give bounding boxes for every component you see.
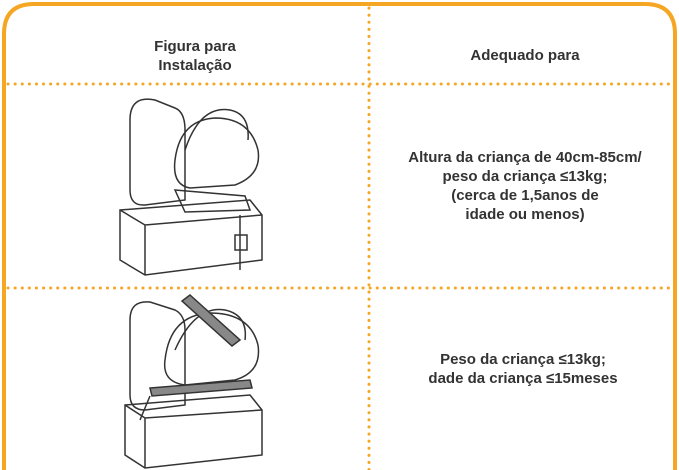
cell-text: Altura da criança de 40cm-85cm/ <box>408 149 642 166</box>
cell-text: (cerca de 1,5anos de <box>451 187 599 204</box>
cell-text: Peso da criança ≤13kg; <box>440 351 606 368</box>
header-text: Adequado para <box>470 47 580 64</box>
header-text: Instalação <box>158 57 232 74</box>
cell-text: idade ou menos) <box>465 206 585 223</box>
body-cell: Peso da criança ≤13kg; dade da criança ≤… <box>375 350 671 388</box>
illustration-belt-install <box>124 294 263 469</box>
header-text: Figura para <box>154 38 236 55</box>
header-cell: Figura para Instalação <box>110 37 280 75</box>
cell-text: dade da criança ≤15meses <box>428 370 618 387</box>
cell-text: peso da criança ≤13kg; <box>442 168 608 185</box>
header-cell: Adequado para <box>420 46 630 65</box>
body-cell: Altura da criança de 40cm-85cm/ peso da … <box>375 148 675 224</box>
illustration-base-install <box>119 98 263 276</box>
